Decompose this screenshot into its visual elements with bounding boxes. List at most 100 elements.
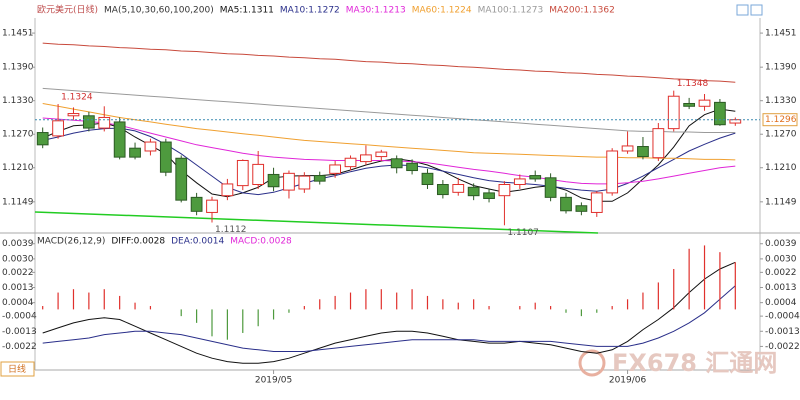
candle-body [175,157,188,201]
candle-body [113,121,126,158]
extreme-label: 1.1107 [507,228,539,238]
candle-body [529,175,542,180]
macd-bar [673,268,675,310]
period-label: 日线 [8,363,26,375]
macd-bar [519,306,521,310]
macd-bar [257,309,259,327]
y-tick-label: 0.0039 [765,239,797,249]
watermark: FX678 汇通网 [612,349,777,377]
macd-bar [426,295,429,310]
macd-bar [596,309,598,313]
legend-label: MACD:0.0028 [230,237,292,247]
candle-body [329,164,342,174]
icon-button[interactable] [750,4,763,16]
legend-label: MA10:1.1272 [280,6,340,16]
macd-bar [334,295,336,310]
y-tick-label: 0.0013 [2,283,34,293]
y-tick-label: 1.1451 [765,29,797,39]
legend-label: MA30:1.1213 [346,6,406,16]
candle-body [483,192,495,199]
macd-bar [211,309,213,337]
candle-body [283,172,295,191]
candle-body [590,192,603,213]
candle-body [667,95,680,130]
period-button[interactable] [0,361,35,377]
y-tick-label: -0.0022 [2,342,37,352]
y-tick-label: 1.1149 [765,197,797,207]
macd-bar [534,302,536,310]
y-tick-label: 0.0022 [2,268,34,278]
candle-body [498,184,511,197]
extreme-label: 1.1348 [677,79,709,89]
moving-average-line [42,108,736,202]
candle-body [206,199,218,213]
macd-bar [303,306,305,310]
moving-average-line [42,87,736,133]
macd-bar [349,292,352,310]
macd-bar [226,309,228,340]
macd-bar [550,306,552,310]
trend-line [34,211,599,234]
macd-bar [365,289,367,310]
y-tick-label: 0.0039 [2,239,34,249]
legend-label: DIFF:0.0028 [111,237,165,247]
candle-body [606,150,619,194]
macd-bar [473,299,475,310]
candle-body [575,205,588,212]
macd-bar [380,289,382,310]
y-tick-label: 0.0004 [2,298,34,308]
macd-bar [319,299,321,310]
moving-average-line [42,42,736,83]
y-tick-label: -0.0004 [765,312,800,322]
candle-body [421,172,434,186]
candle-body [683,102,696,107]
last-price-label: 1.1296 [765,115,797,125]
candle-body [344,157,357,168]
extreme-label: 1.1112 [215,225,247,235]
x-tick-label: 2019/06 [609,376,647,386]
macd-line [42,285,736,352]
candle-body [637,146,649,158]
extreme-label: 1.1324 [61,93,93,103]
y-tick-label: 0.0030 [2,254,34,264]
macd-bar [242,309,244,333]
icon-button[interactable] [736,4,749,16]
y-tick-label: 1.1270 [765,130,797,140]
candle-body [360,154,372,163]
candle-body [98,116,111,129]
y-tick-label: 1.1210 [2,163,34,173]
candle-body [452,184,465,193]
macd-bar [272,309,275,320]
y-tick-label: 0.0022 [765,268,797,278]
candle-body [436,184,449,196]
macd-bar [657,282,659,310]
candle-body [82,115,95,129]
y-tick-label: 1.1390 [765,63,797,73]
candle-body [298,175,311,190]
candle-body [698,99,711,107]
macd-bar [642,292,644,310]
y-tick-label: -0.0013 [765,327,800,337]
y-tick-label: 1.1390 [2,63,34,73]
y-tick-label: -0.0004 [2,312,37,322]
legend-label: MACD(26,12,9) [37,237,105,247]
macd-bar [180,309,182,317]
macd-line [42,261,736,364]
y-tick-label: -0.0022 [765,342,800,352]
y-tick-label: 1.1149 [2,197,34,207]
macd-bar [103,289,105,310]
macd-bar [442,299,444,310]
candle-body [129,147,141,158]
candle-body [390,158,403,169]
candle-body [190,196,203,212]
macd-bar [565,309,567,313]
candle-body [729,119,742,124]
macd-bar [719,252,721,310]
candle-body [375,151,388,158]
candle-body [144,141,157,152]
macd-bar [288,309,290,313]
legend-label: MA(5,10,30,60,100,200) [104,6,214,16]
legend-label: MA5:1.1311 [220,6,274,16]
